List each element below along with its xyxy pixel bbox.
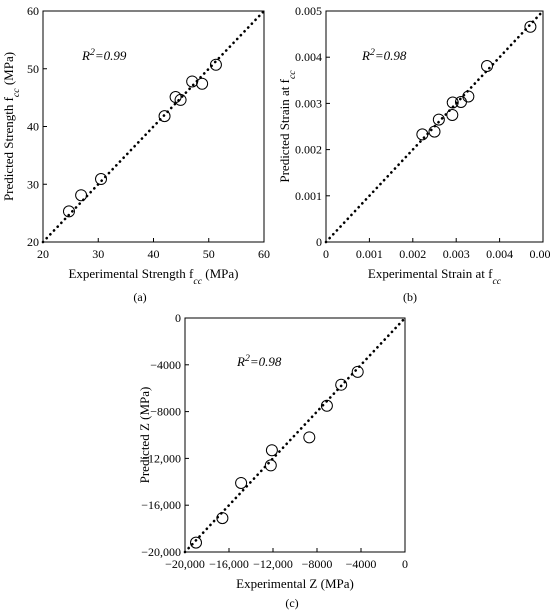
x-tick-label: −16,000: [209, 557, 249, 571]
data-point: [524, 20, 537, 33]
plot-frame: [184, 317, 406, 553]
data-point: [462, 90, 475, 103]
panel-caption: (a): [133, 290, 146, 304]
y-tick-label: −16,000: [141, 498, 181, 512]
chart-panel-c: −20,000 −16,000 −12,000 −8000 −4000 0−20,000−…: [137, 311, 408, 610]
x-tick-label: 0.001: [356, 247, 383, 261]
data-point: [264, 459, 277, 472]
x-tick-label: 0.005: [530, 247, 550, 261]
x-tick-label: 0.003: [443, 247, 470, 261]
y-tick-label: 0.003: [295, 96, 322, 110]
x-tick-label: 0: [402, 557, 408, 571]
data-point: [174, 93, 187, 106]
y-tick-label: −4000: [150, 358, 181, 372]
x-tick-label: −12,000: [253, 557, 293, 571]
y-tick-label: 30: [27, 177, 39, 191]
x-tick-label: 40: [148, 247, 160, 261]
y-tick-label: 0.002: [295, 143, 322, 157]
data-point: [186, 75, 199, 88]
x-tick-label: 50: [203, 247, 215, 261]
data-point: [481, 59, 494, 72]
r-squared-annotation: R2=0.98: [236, 353, 282, 370]
data-point: [196, 77, 209, 90]
y-tick-label: 0: [175, 311, 181, 325]
y-tick-label: −12,000: [141, 451, 181, 465]
y-axis-label: Predicted Strength fcc (MPa): [1, 52, 22, 201]
data-point: [303, 431, 316, 444]
x-tick-label: 20: [37, 247, 49, 261]
data-point: [416, 128, 429, 141]
data-point: [446, 96, 459, 109]
y-tick-label: 50: [27, 62, 39, 76]
data-point: [446, 108, 459, 121]
x-axis-label: Experimental Strain at fcc: [368, 266, 502, 287]
plot-frame: [325, 10, 544, 243]
reference-line-1to1: [183, 316, 407, 554]
y-axis-label: Predicted Z (MPa): [137, 387, 152, 484]
data-point: [265, 444, 278, 457]
data-point: [95, 173, 108, 186]
x-tick-label: −4000: [346, 557, 377, 571]
data-point: [62, 205, 75, 218]
data-point: [351, 365, 364, 378]
data-point: [320, 399, 333, 412]
x-tick-label: 0.002: [399, 247, 426, 261]
data-point: [428, 125, 441, 138]
x-axis-label: Experimental Z (MPa): [236, 576, 354, 591]
panel-caption: (b): [403, 290, 417, 304]
r-squared-annotation: R2=0.98: [361, 47, 407, 64]
panel-caption: (c): [285, 596, 298, 610]
data-point: [75, 189, 88, 202]
x-tick-label: −8000: [302, 557, 333, 571]
x-axis-label: Experimental Strength fcc (MPa): [68, 266, 238, 287]
data-point: [209, 58, 222, 71]
y-tick-label: 0.005: [295, 4, 322, 18]
data-point: [216, 512, 229, 525]
data-point: [158, 110, 171, 123]
y-tick-label: 20: [27, 235, 39, 249]
y-tick-label: −20,000: [141, 545, 181, 559]
chart-panel-b: 0 0.001 0.002 0.003 0.004 0.005 0 0.001 0.002 0.0…: [277, 4, 550, 304]
x-tick-label: 60: [258, 247, 270, 261]
reference-line-1to1: [41, 9, 266, 244]
x-tick-label: 0.004: [486, 247, 513, 261]
y-tick-label: −8000: [150, 405, 181, 419]
data-point: [432, 113, 445, 126]
x-tick-label: −20,000: [165, 557, 205, 571]
data-point: [235, 476, 248, 489]
y-tick-label: 0.004: [295, 50, 322, 64]
y-tick-label: 0.001: [295, 189, 322, 203]
y-axis-label: Predicted Strain at fcc: [277, 70, 298, 183]
y-tick-label: 0: [316, 235, 322, 249]
y-tick-label: 60: [27, 4, 39, 18]
data-point: [335, 378, 348, 391]
r-squared-annotation: R2=0.99: [81, 47, 127, 64]
data-point: [190, 536, 202, 549]
chart-panel-a: 20 30 40 50 60 20 30 40 50 60 R2=0.99 Experimental …: [1, 4, 270, 304]
x-tick-label: 0: [323, 247, 329, 261]
x-tick-label: 30: [92, 247, 104, 261]
y-tick-label: 40: [27, 120, 39, 134]
